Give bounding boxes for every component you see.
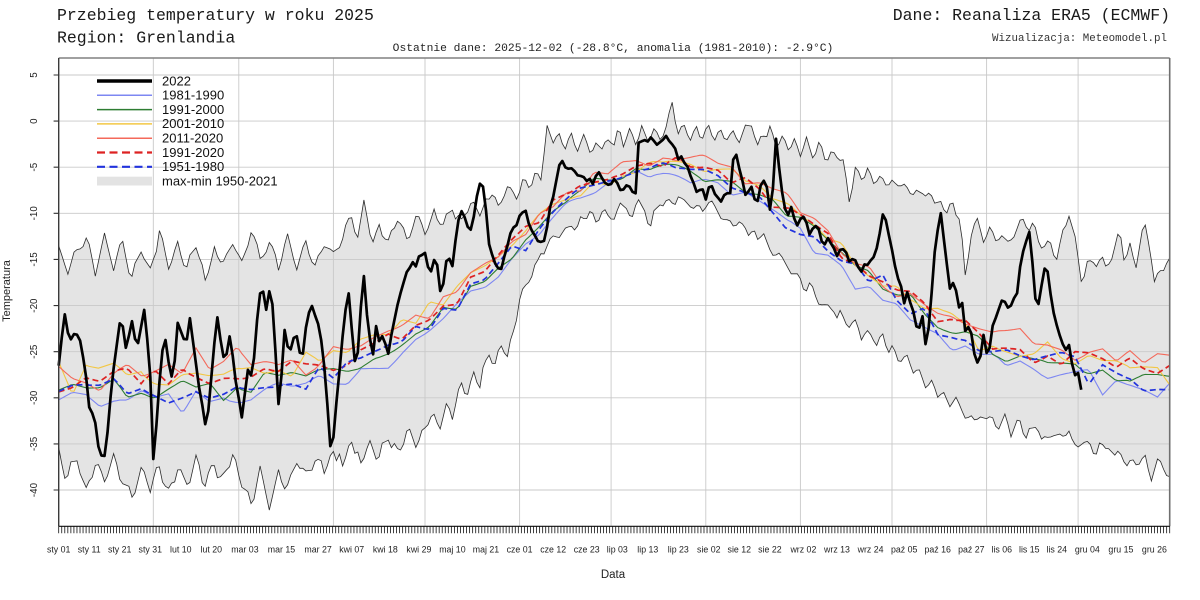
svg-text:0: 0 xyxy=(29,118,40,124)
svg-text:sty 01: sty 01 xyxy=(47,545,71,555)
svg-text:-25: -25 xyxy=(29,344,40,359)
svg-text:Data: Data xyxy=(601,569,626,581)
svg-text:sty 11: sty 11 xyxy=(78,545,101,555)
svg-text:lip 03: lip 03 xyxy=(607,545,628,555)
svg-text:2001-2010: 2001-2010 xyxy=(162,116,224,131)
svg-text:2022: 2022 xyxy=(162,73,191,88)
svg-text:kwi 07: kwi 07 xyxy=(339,545,364,555)
svg-text:-20: -20 xyxy=(29,298,40,313)
svg-text:lut 10: lut 10 xyxy=(170,545,192,555)
svg-text:paź 16: paź 16 xyxy=(924,545,951,555)
svg-text:1991-2000: 1991-2000 xyxy=(162,102,224,117)
svg-text:-10: -10 xyxy=(29,206,40,221)
svg-text:max-min 1950-2021: max-min 1950-2021 xyxy=(162,173,278,188)
svg-text:lis 24: lis 24 xyxy=(1047,545,1068,555)
svg-text:1981-1990: 1981-1990 xyxy=(162,88,224,103)
svg-text:-40: -40 xyxy=(29,482,40,497)
svg-text:cze 01: cze 01 xyxy=(507,545,533,555)
svg-text:1951-1980: 1951-1980 xyxy=(162,159,224,174)
svg-text:cze 23: cze 23 xyxy=(574,545,600,555)
svg-text:maj 21: maj 21 xyxy=(473,545,500,555)
svg-text:sie 02: sie 02 xyxy=(697,545,721,555)
svg-text:sie 12: sie 12 xyxy=(728,545,752,555)
svg-text:wrz 24: wrz 24 xyxy=(857,545,884,555)
svg-text:lut 20: lut 20 xyxy=(201,545,223,555)
svg-text:kwi 18: kwi 18 xyxy=(373,545,398,555)
svg-text:kwi 29: kwi 29 xyxy=(406,545,431,555)
svg-text:sie 22: sie 22 xyxy=(758,545,782,555)
svg-text:mar 27: mar 27 xyxy=(304,545,331,555)
svg-text:paź 27: paź 27 xyxy=(958,545,985,555)
svg-text:Dane: Reanaliza ERA5 (ECMWF): Dane: Reanaliza ERA5 (ECMWF) xyxy=(893,6,1170,25)
svg-text:Przebieg temperatury w roku 20: Przebieg temperatury w roku 2025 xyxy=(57,6,374,25)
svg-text:-15: -15 xyxy=(29,252,40,267)
svg-text:2011-2020: 2011-2020 xyxy=(162,131,223,146)
svg-text:gru 04: gru 04 xyxy=(1075,545,1100,555)
svg-text:Wizualizacja: Meteomodel.pl: Wizualizacja: Meteomodel.pl xyxy=(992,33,1167,45)
svg-text:mar 03: mar 03 xyxy=(231,545,258,555)
svg-text:sty 31: sty 31 xyxy=(139,545,163,555)
svg-text:5: 5 xyxy=(29,72,40,78)
svg-text:wrz 02: wrz 02 xyxy=(789,545,816,555)
svg-text:lip 23: lip 23 xyxy=(668,545,689,555)
svg-text:mar 15: mar 15 xyxy=(268,545,295,555)
svg-text:gru 26: gru 26 xyxy=(1142,545,1167,555)
svg-text:Temperatura: Temperatura xyxy=(1,259,13,322)
svg-text:paź 05: paź 05 xyxy=(891,545,918,555)
svg-text:lis 06: lis 06 xyxy=(992,545,1013,555)
svg-text:maj 10: maj 10 xyxy=(439,545,466,555)
svg-text:lip 13: lip 13 xyxy=(637,545,658,555)
svg-text:-35: -35 xyxy=(29,436,40,451)
svg-text:-5: -5 xyxy=(29,162,40,171)
svg-text:gru 15: gru 15 xyxy=(1108,545,1133,555)
svg-text:1991-2020: 1991-2020 xyxy=(162,145,224,160)
svg-text:Region: Grenlandia: Region: Grenlandia xyxy=(57,29,235,48)
svg-text:sty 21: sty 21 xyxy=(108,545,132,555)
svg-text:lis 15: lis 15 xyxy=(1019,545,1040,555)
svg-text:Ostatnie dane: 2025-12-02 (-28: Ostatnie dane: 2025-12-02 (-28.8°C, anom… xyxy=(393,43,834,55)
svg-text:wrz 13: wrz 13 xyxy=(823,545,850,555)
svg-text:-30: -30 xyxy=(29,390,40,405)
svg-text:cze 12: cze 12 xyxy=(540,545,566,555)
